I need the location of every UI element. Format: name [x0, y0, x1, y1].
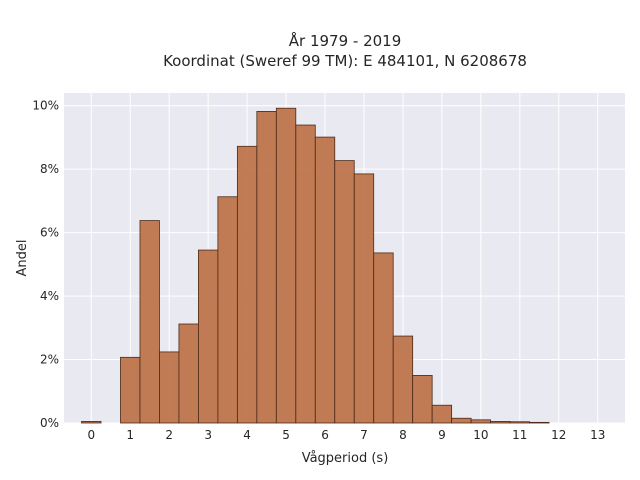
histogram-bar [451, 417, 472, 424]
x-tick-label: 4 [243, 428, 251, 442]
y-axis-label: Andel [15, 240, 30, 277]
histogram-bar [139, 220, 160, 424]
histogram-bar [431, 404, 453, 424]
y-tick-label: 6% [40, 226, 59, 240]
histogram-bar [314, 136, 336, 424]
x-tick-label: 13 [590, 428, 605, 442]
histogram-bar [470, 419, 491, 424]
histogram-bar [256, 111, 277, 424]
x-tick-label: 2 [165, 428, 173, 442]
x-tick-label: 7 [360, 428, 368, 442]
histogram-bar [236, 145, 258, 424]
histogram-bar [509, 421, 530, 424]
histogram-bar [178, 323, 199, 424]
y-tick-labels: 0% 2% 4% 6% 8% 10% [32, 99, 59, 430]
y-tick-label: 0% [40, 416, 59, 430]
y-tick-label: 4% [40, 289, 59, 303]
histogram-bar [412, 375, 433, 424]
histogram-bar [529, 421, 550, 424]
x-axis-label: Vågperiod (s) [302, 451, 389, 466]
histogram-bar [392, 335, 414, 424]
histogram-bar [198, 249, 219, 424]
histogram-bar [120, 356, 141, 424]
histogram-bar [81, 421, 102, 424]
y-tick-label: 8% [40, 162, 59, 176]
histogram-bar [159, 351, 180, 424]
x-tick-label: 0 [87, 428, 95, 442]
x-tick-label: 9 [438, 428, 446, 442]
x-tick-label: 8 [399, 428, 407, 442]
histogram-bar [295, 124, 316, 424]
histogram-bar [217, 196, 238, 424]
x-tick-label: 10 [473, 428, 488, 442]
chart-title-line-2: Koordinat (Sweref 99 TM): E 484101, N 62… [163, 52, 527, 70]
histogram-bar [490, 421, 511, 424]
x-tick-label: 12 [551, 428, 566, 442]
x-tick-label: 11 [512, 428, 527, 442]
histogram-bars [81, 107, 550, 424]
histogram-bar [334, 160, 355, 424]
x-tick-labels: 0 1 2 3 4 5 6 7 8 9 10 11 12 13 [87, 428, 605, 442]
x-tick-label: 1 [126, 428, 134, 442]
y-tick-label: 2% [40, 353, 59, 367]
histogram-bar [353, 173, 375, 424]
histogram-bar [275, 107, 297, 424]
x-tick-label: 3 [204, 428, 212, 442]
chart-title-line-1: År 1979 - 2019 [289, 31, 402, 50]
y-tick-label: 10% [32, 99, 59, 113]
x-tick-label: 5 [282, 428, 290, 442]
histogram-bar [373, 252, 394, 424]
x-tick-label: 6 [321, 428, 329, 442]
